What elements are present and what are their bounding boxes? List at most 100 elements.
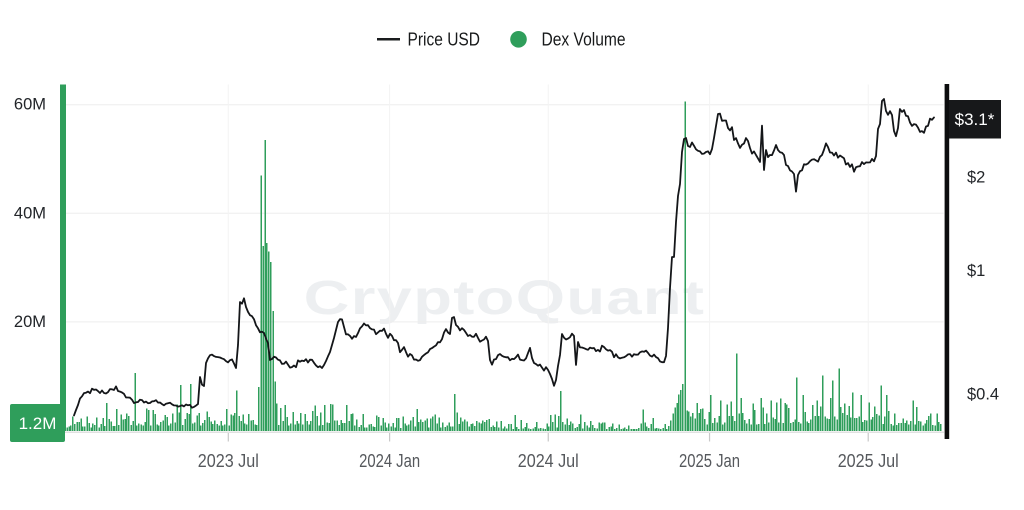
volume-bar — [468, 426, 470, 432]
volume-bar — [796, 377, 798, 432]
volume-bar — [312, 411, 314, 432]
volume-bar — [428, 427, 430, 432]
volume-bar — [596, 428, 598, 432]
volume-bar — [738, 413, 740, 432]
volume-bar — [476, 421, 478, 432]
volume-bar — [762, 407, 764, 432]
volume-bar — [608, 426, 610, 432]
volume-bar — [742, 413, 744, 432]
volume-bar — [196, 415, 198, 432]
volume-bars — [59, 84, 942, 432]
volume-bar — [144, 421, 146, 432]
volume-bar — [746, 423, 748, 432]
volume-bar — [324, 404, 326, 432]
volume-bar — [200, 425, 202, 432]
volume-bar — [898, 422, 900, 432]
volume-bar — [90, 427, 92, 432]
volume-bar — [80, 418, 82, 432]
volume-bar — [834, 416, 836, 432]
volume-bar — [122, 419, 124, 432]
volume-bar — [418, 421, 420, 432]
volume-bar — [838, 368, 840, 432]
volume-bar — [846, 415, 848, 432]
volume-bar — [148, 410, 150, 432]
volume-bar — [804, 412, 806, 432]
volume-bar — [308, 424, 310, 432]
legend-item-volume[interactable]: Dex Volume — [510, 29, 626, 50]
volume-bar — [336, 420, 338, 432]
volume-bar — [562, 421, 564, 432]
volume-bar — [748, 418, 750, 432]
volume-bar — [740, 397, 742, 432]
volume-bar — [866, 420, 868, 432]
volume-bar — [854, 417, 856, 432]
volume-bar — [570, 421, 572, 432]
volume-bar — [254, 424, 256, 432]
volume-bar — [576, 426, 578, 432]
volume-bar — [584, 421, 586, 432]
volume-bar — [872, 416, 874, 432]
volume-bar — [842, 412, 844, 432]
volume-bar — [888, 411, 890, 432]
volume-bar — [716, 422, 718, 432]
volume-bar — [914, 424, 916, 432]
volume-bar — [722, 424, 724, 432]
volume-bar — [920, 421, 922, 432]
volume-bar — [116, 409, 118, 432]
volume-bar — [640, 423, 642, 432]
volume-bar — [478, 422, 480, 432]
volume-bar — [590, 421, 592, 432]
volume-bar — [370, 424, 372, 432]
legend-item-price[interactable]: Price USD — [377, 29, 480, 50]
volume-bar — [654, 428, 656, 432]
volume-bar — [500, 421, 502, 432]
volume-bar — [498, 427, 500, 432]
volume-bar — [530, 428, 532, 432]
volume-bar — [566, 418, 568, 432]
volume-bar — [452, 426, 454, 432]
volume-bar — [420, 419, 422, 432]
volume-bar — [546, 423, 548, 432]
x-axis-ticks: 2023 Jul 2024 Jan 2024 Jul 2025 Jan 2025 Jul — [198, 433, 899, 471]
volume-bar — [110, 421, 112, 432]
volume-bar — [96, 417, 98, 432]
volume-bar — [894, 413, 896, 432]
volume-bar — [886, 395, 888, 432]
volume-bar — [394, 427, 396, 432]
volume-bar — [504, 426, 506, 432]
plot-area[interactable] — [60, 84, 944, 432]
volume-bar — [306, 420, 308, 432]
volume-bar — [840, 406, 842, 432]
volume-bar — [760, 397, 762, 432]
volume-bar — [650, 424, 652, 432]
volume-bar — [174, 422, 176, 432]
volume-bar — [830, 397, 832, 432]
volume-bar — [138, 423, 140, 432]
volume-bar — [690, 416, 692, 432]
volume-bar — [666, 428, 668, 432]
volume-bar — [550, 415, 552, 432]
volume-bar — [444, 426, 446, 432]
volume-bar — [232, 415, 234, 432]
volume-bar — [826, 418, 828, 432]
volume-bar — [350, 413, 352, 432]
volume-dot-marker-icon — [510, 31, 527, 48]
volume-bar — [706, 424, 708, 432]
volume-bar — [772, 417, 774, 432]
volume-bar — [374, 426, 376, 432]
volume-bar — [274, 381, 276, 432]
volume-bar — [214, 420, 216, 432]
x-tick-label: 2025 Jan — [679, 451, 740, 471]
volume-bar — [426, 418, 428, 432]
legend-price-label: Price USD — [408, 29, 481, 50]
volume-bar — [442, 422, 444, 432]
volume-bar — [330, 404, 332, 432]
volume-bar — [166, 416, 168, 432]
volume-tick-label: 60M — [14, 96, 46, 114]
volume-bar — [630, 429, 632, 432]
volume-bar — [118, 425, 120, 432]
volume-bar — [774, 419, 776, 432]
volume-bar — [84, 426, 86, 432]
volume-bar — [106, 403, 108, 432]
